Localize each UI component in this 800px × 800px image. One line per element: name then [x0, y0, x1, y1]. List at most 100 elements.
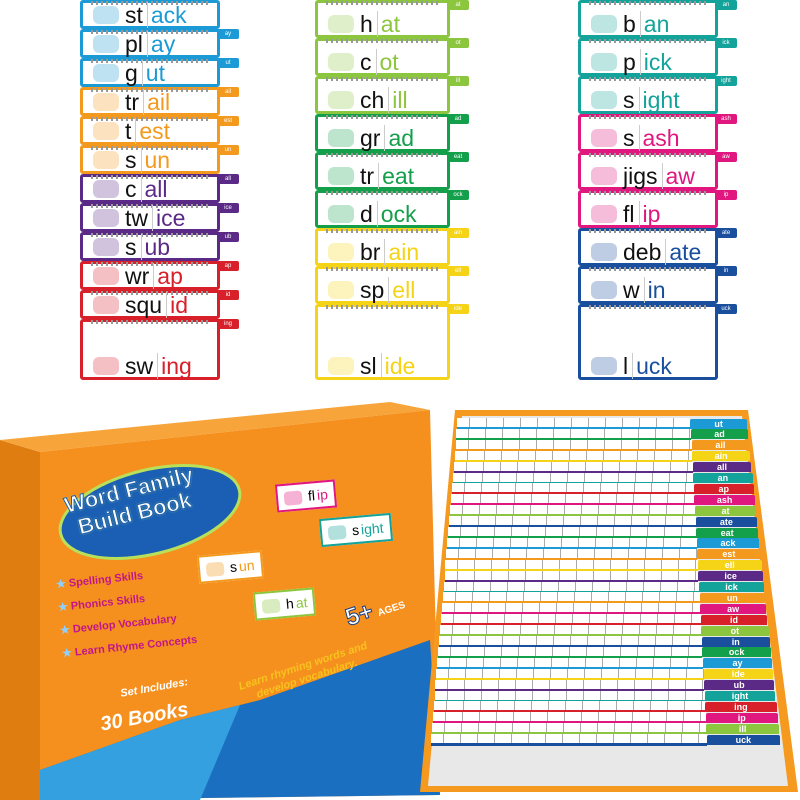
word-rime: un [140, 147, 171, 173]
word-rime: in [643, 277, 666, 303]
word-onset: ch [360, 87, 385, 113]
spiral-binding [326, 267, 439, 271]
picture-icon [328, 129, 354, 147]
tray-tab: ay [702, 658, 772, 669]
tray-card [441, 603, 701, 616]
tray-card [446, 548, 698, 561]
spiral-binding [91, 30, 209, 34]
card-tab: ay [217, 29, 239, 39]
picture-icon [328, 167, 354, 185]
word-onset: squ [125, 292, 163, 318]
tray-tab: ap [693, 483, 754, 494]
box-light-band [40, 705, 240, 800]
card-tab: ock [447, 190, 469, 200]
spiral-binding [589, 229, 707, 233]
word-card: pl ay ay [80, 29, 239, 58]
word-onset: s [623, 87, 635, 113]
picture-icon [591, 243, 617, 261]
card-tab: ing [217, 319, 239, 329]
word-rime: at [295, 594, 309, 612]
picture-icon [328, 15, 354, 33]
tray-card [443, 581, 699, 594]
card-word: gr ad [360, 125, 415, 151]
picture-icon [591, 129, 617, 147]
tray-tab: ub [704, 680, 775, 691]
tray-tab: ight [704, 691, 776, 701]
tray-card [437, 657, 703, 670]
card-word: g ut [125, 60, 165, 86]
card-word: wr ap [125, 263, 183, 289]
spiral-binding [326, 305, 439, 309]
word-rime: ash [638, 125, 680, 151]
tray-tab: ock [702, 647, 771, 658]
picture-icon [93, 209, 119, 227]
spiral-binding [326, 1, 439, 5]
tray-tab: ing [705, 701, 777, 712]
card-word: pl ay [125, 31, 176, 57]
tray-tab: ot [701, 625, 769, 636]
picture-icon [93, 296, 119, 314]
card-tab: id [217, 290, 239, 300]
picture-icon [328, 357, 354, 375]
tray-tab: uck [706, 734, 780, 745]
card-tab: ight [715, 76, 737, 86]
spiral-binding [326, 229, 439, 233]
word-onset: br [360, 239, 381, 265]
word-onset: b [623, 11, 636, 37]
card-tab: ut [217, 58, 239, 68]
tray-tab: ail [691, 440, 750, 451]
word-card: tr eat eat [315, 152, 469, 190]
word-card: d ock ock [315, 190, 469, 228]
tray-card [447, 537, 697, 550]
word-rime: id [166, 292, 188, 318]
word-card: sl ide ide [315, 304, 469, 380]
card-tab: ip [715, 190, 737, 200]
title-badge [58, 464, 242, 560]
tray-tab: all [692, 462, 752, 473]
card-word: squ id [125, 292, 188, 318]
word-onset: deb [623, 239, 662, 265]
tray-tab: ide [703, 669, 774, 680]
tray-tab: at [694, 505, 756, 516]
spiral-binding [326, 191, 439, 195]
tray-tab: est [697, 549, 761, 560]
tray-card [451, 483, 694, 496]
tray-tab: ip [705, 712, 778, 723]
star-icon: ★ [61, 646, 76, 660]
card-word: deb ate [623, 239, 702, 265]
picture-icon [93, 35, 119, 53]
word-rime: ip [316, 486, 329, 504]
word-card: wr ap ap [80, 261, 239, 290]
card-tab: ice [217, 203, 239, 213]
tray-tab: ad [690, 429, 748, 440]
picture-icon [591, 205, 617, 223]
card-tab: uck [715, 304, 737, 314]
card-word: tw ice [125, 205, 186, 231]
picture-icon [93, 6, 119, 24]
spiral-binding [91, 59, 209, 63]
tray-tab: ut [690, 418, 747, 429]
word-rime: ell [388, 277, 416, 303]
tray-card [432, 712, 706, 725]
card-word: w in [623, 277, 666, 303]
picture-icon [591, 91, 617, 109]
spiral-binding [91, 88, 209, 92]
tray-card [454, 450, 693, 463]
card-tab: aw [715, 152, 737, 162]
word-rime: an [639, 11, 670, 37]
card-word: jigs aw [623, 163, 695, 189]
picture-icon [328, 243, 354, 261]
picture-icon [205, 561, 225, 578]
word-rime: ap [153, 263, 183, 289]
card-word: h at [360, 11, 400, 37]
card-tab: ot [447, 38, 469, 48]
spiral-binding [326, 153, 439, 157]
word-card: s ight ight [578, 76, 737, 114]
word-onset: l [623, 353, 629, 379]
spiral-binding [326, 77, 439, 81]
word-card: s ub ub [80, 232, 239, 261]
tray-card [434, 690, 705, 703]
word-onset: s [623, 125, 635, 151]
tray-card [457, 418, 691, 430]
picture-icon [328, 205, 354, 223]
